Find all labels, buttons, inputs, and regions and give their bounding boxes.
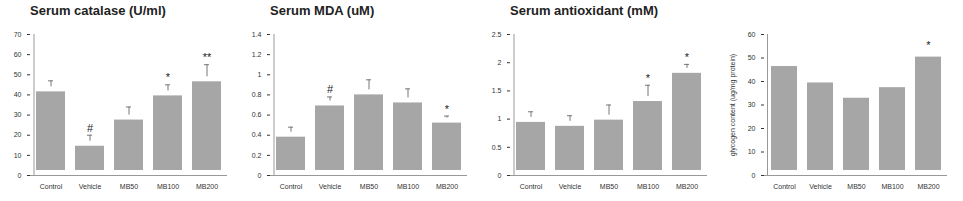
svg-text:2.5: 2.5 xyxy=(492,31,502,38)
svg-text:MB50: MB50 xyxy=(847,183,865,190)
svg-text:0: 0 xyxy=(18,172,22,179)
svg-text:1.4: 1.4 xyxy=(252,31,262,38)
svg-text:MB100: MB100 xyxy=(157,183,179,190)
svg-text:Vehicle: Vehicle xyxy=(559,183,582,190)
svg-text:1.2: 1.2 xyxy=(252,51,262,58)
svg-text:#: # xyxy=(327,83,334,95)
svg-text:0.5: 0.5 xyxy=(492,144,502,151)
svg-text:0.4: 0.4 xyxy=(252,131,262,138)
svg-text:60: 60 xyxy=(14,51,22,58)
svg-text:MB100: MB100 xyxy=(637,183,659,190)
svg-text:0.2: 0.2 xyxy=(252,152,262,159)
svg-text:40: 40 xyxy=(748,78,756,85)
svg-text:10: 10 xyxy=(748,148,756,155)
svg-text:Control: Control xyxy=(773,183,796,190)
svg-text:0.6: 0.6 xyxy=(252,111,262,118)
svg-text:MB100: MB100 xyxy=(881,183,903,190)
svg-text:0: 0 xyxy=(258,172,262,179)
svg-text:70: 70 xyxy=(14,31,22,38)
svg-text:Control: Control xyxy=(280,183,303,190)
svg-text:0.8: 0.8 xyxy=(252,91,262,98)
svg-text:40: 40 xyxy=(14,91,22,98)
svg-text:20: 20 xyxy=(14,131,22,138)
svg-text:30: 30 xyxy=(14,111,22,118)
svg-text:MB50: MB50 xyxy=(600,183,618,190)
svg-text:#: # xyxy=(87,122,94,134)
html-text:Serum MDA (uM): Serum MDA (uM) xyxy=(270,3,375,18)
svg-text:60: 60 xyxy=(748,31,756,38)
svg-text:*: * xyxy=(445,103,450,115)
html-text:Serum antioxidant (mM): Serum antioxidant (mM) xyxy=(510,3,659,18)
svg-text:2: 2 xyxy=(498,59,502,66)
svg-text:Vehicle: Vehicle xyxy=(809,183,832,190)
svg-text:Control: Control xyxy=(520,183,543,190)
svg-text:*: * xyxy=(646,72,651,84)
html-text:Serum catalase (U/ml): Serum catalase (U/ml) xyxy=(30,3,166,18)
svg-text:**: ** xyxy=(203,51,212,63)
svg-text:MB50: MB50 xyxy=(120,183,138,190)
svg-text:1: 1 xyxy=(258,71,262,78)
svg-text:1.5: 1.5 xyxy=(492,87,502,94)
svg-text:Vehicle: Vehicle xyxy=(79,183,102,190)
svg-text:Vehicle: Vehicle xyxy=(319,183,342,190)
svg-text:glycogen content (ug/mg protei: glycogen content (ug/mg protein) xyxy=(729,54,737,156)
svg-text:*: * xyxy=(685,51,690,63)
svg-text:MB100: MB100 xyxy=(397,183,419,190)
svg-text:50: 50 xyxy=(748,54,756,61)
svg-text:Control: Control xyxy=(40,183,63,190)
svg-text:50: 50 xyxy=(14,71,22,78)
svg-text:10: 10 xyxy=(14,152,22,159)
svg-text:MB200: MB200 xyxy=(436,183,458,190)
svg-text:MB200: MB200 xyxy=(196,183,218,190)
svg-text:MB200: MB200 xyxy=(676,183,698,190)
svg-text:0: 0 xyxy=(498,172,502,179)
svg-text:1: 1 xyxy=(498,115,502,122)
svg-text:MB200: MB200 xyxy=(917,183,939,190)
svg-text:MB50: MB50 xyxy=(360,183,378,190)
svg-text:*: * xyxy=(926,39,931,51)
svg-text:20: 20 xyxy=(748,125,756,132)
svg-text:30: 30 xyxy=(748,101,756,108)
svg-text:0: 0 xyxy=(752,172,756,179)
svg-text:*: * xyxy=(166,71,171,83)
